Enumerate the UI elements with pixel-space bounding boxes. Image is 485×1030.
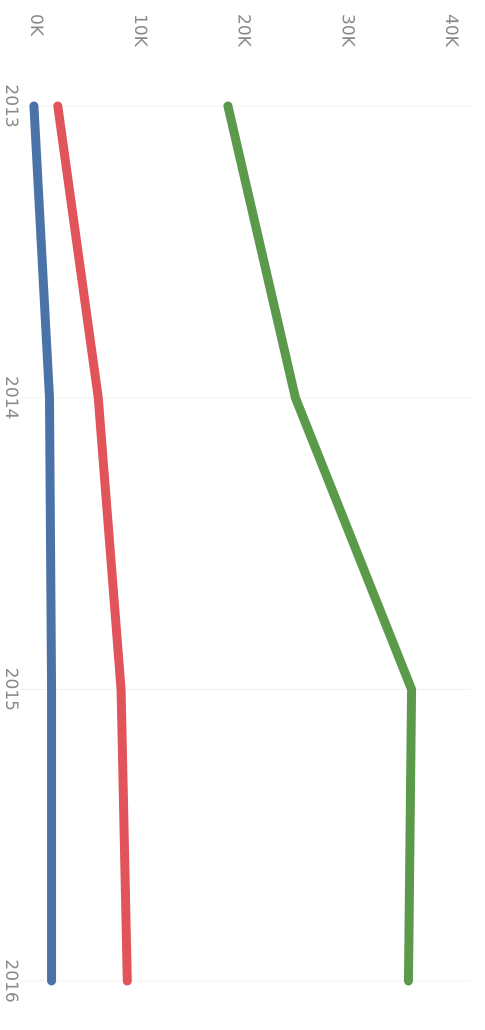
- year-tick-label: 2015: [1, 668, 21, 711]
- series-line-2: [53, 101, 132, 986]
- value-axis: 0K 10K 20K 30K 40K: [26, 14, 461, 48]
- year-tick-label: 2014: [1, 376, 21, 419]
- year-tick-label: 2016: [1, 959, 21, 1002]
- value-tick-label: 0K: [26, 14, 46, 37]
- series-line-3: [29, 101, 57, 986]
- year-tick-label: 2013: [1, 84, 21, 127]
- year-axis: 2013 2014 2015 2016: [1, 84, 21, 1002]
- grid-layer: [20, 105, 470, 982]
- value-tick-label: 40K: [441, 14, 461, 48]
- value-tick-label: 10K: [130, 14, 150, 48]
- value-tick-label: 20K: [234, 14, 254, 48]
- series-layer: [29, 101, 417, 986]
- value-tick-label: 30K: [337, 14, 357, 48]
- series-line-1: [223, 101, 417, 986]
